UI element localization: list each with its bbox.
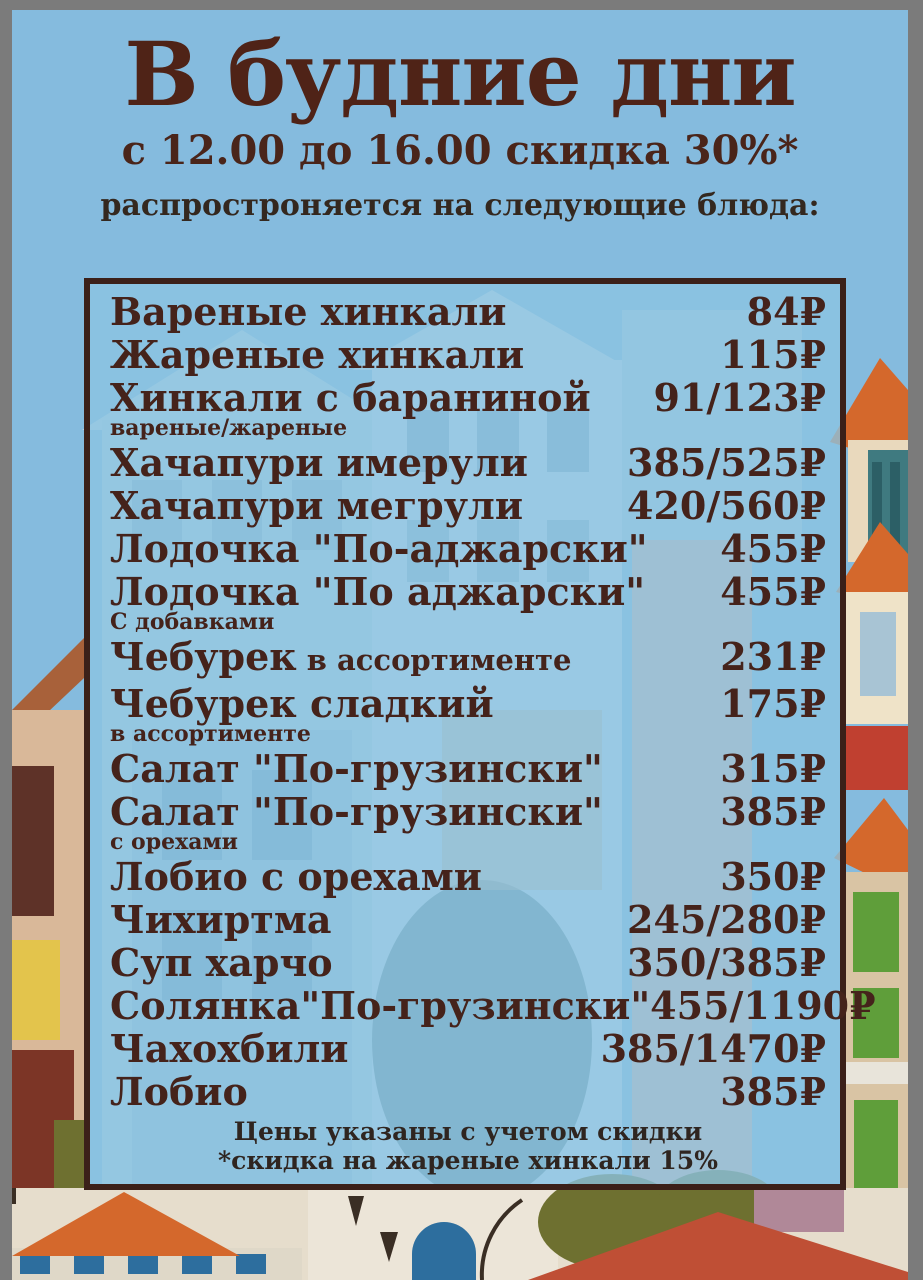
menu-item-name: Чихиртма — [110, 897, 332, 942]
menu-item-name: Лодочка "По аджарски" — [110, 569, 646, 614]
menu-item-name: Хачапури мегрули — [110, 483, 524, 528]
menu-item-price: 245/280₽ — [627, 897, 826, 942]
menu-item-price: 385₽ — [720, 789, 826, 834]
menu-item: Вареные хинкали 84₽ — [110, 290, 826, 333]
menu-item-note: в ассортименте — [110, 721, 311, 747]
menu-item: Хачапури мегрули 420/560₽ — [110, 484, 826, 527]
menu-item-name: Салат "По-грузински" — [110, 746, 603, 791]
menu-item-price: 455/1190₽ — [650, 983, 876, 1028]
menu-item-price: 350/385₽ — [627, 940, 826, 985]
menu-item-name: Лобио — [110, 1069, 248, 1114]
menu-item-name: Салат "По-грузински" — [110, 789, 603, 834]
menu-item-name: Хинкали с бараниной — [110, 375, 591, 420]
poster-title: В будние дни — [124, 22, 796, 126]
menu-item-price: 455₽ — [720, 526, 826, 571]
menu-item: Чихиртма 245/280₽ — [110, 898, 826, 941]
menu-item: Чахохбили 385/1470₽ — [110, 1027, 826, 1070]
menu-item-note: с орехами — [110, 829, 238, 855]
menu-item: Лодочка "По-аджарски" 455₽ — [110, 527, 826, 570]
footnote-prices-include-discount: Цены указаны с учетом скидки — [233, 1117, 703, 1146]
menu-item: Салат "По-грузински" 385₽ — [110, 790, 826, 833]
footnote-fried-khinkali-discount: *скидка на жареные хинкали 15% — [218, 1146, 718, 1175]
menu-item-price: 385₽ — [720, 1069, 826, 1114]
menu-item-price: 350₽ — [720, 854, 826, 899]
menu-item-name: Чебурек в ассортименте — [110, 634, 572, 679]
menu-item-name: Лодочка "По-аджарски" — [110, 526, 648, 571]
applies-to-note: распростроняется на следующие блюда: — [100, 188, 820, 224]
menu-item-price: 385/1470₽ — [600, 1026, 826, 1071]
menu-item-note: вареные/жареные — [110, 415, 348, 441]
menu-item-price: 385/525₽ — [627, 440, 826, 485]
menu-item: Чебурек сладкий 175₽ — [110, 682, 826, 725]
menu-item-name: Чахохбили — [110, 1026, 349, 1071]
menu-item-name: Суп харчо — [110, 940, 333, 985]
discount-hours: с 12.00 до 16.00 скидка 30%* — [121, 127, 799, 175]
menu-item-price: 84₽ — [746, 289, 826, 334]
menu-item-name-small: в ассортименте — [306, 643, 572, 677]
menu-item-price: 231₽ — [720, 634, 826, 679]
menu-item-price: 455₽ — [720, 569, 826, 614]
menu-item: Чебурек в ассортименте 231₽ — [110, 635, 826, 682]
menu-item-name: Лобио с орехами — [110, 854, 482, 899]
menu-item: Хачапури имерули 385/525₽ — [110, 441, 826, 484]
menu-item-name: Вареные хинкали — [110, 289, 507, 334]
menu-item: Салат "По-грузински" 315₽ — [110, 747, 826, 790]
menu-item: Солянка"По-грузински" 455/1190₽ — [110, 983, 876, 1028]
menu-item: Лобио с орехами 350₽ — [110, 855, 826, 898]
menu-item-name: Чебурек сладкий — [110, 681, 494, 726]
menu-item-note: С добавками — [110, 609, 275, 635]
menu-item-name: Солянка"По-грузински" — [110, 983, 651, 1028]
poster-paper: В будние дни с 12.00 до 16.00 скидка 30%… — [12, 10, 908, 1280]
menu-item-price: 315₽ — [720, 746, 826, 791]
menu-item-price: 115₽ — [720, 332, 826, 377]
menu-item-price: 175₽ — [720, 681, 826, 726]
menu-footer: Цены указаны с учетом скидки *скидка на … — [110, 1117, 826, 1175]
menu-item-name: Хачапури имерули — [110, 440, 528, 485]
left-edge-buildings — [12, 638, 84, 1280]
menu-item-price: 91/123₽ — [653, 375, 826, 420]
menu-item-price: 420/560₽ — [627, 483, 826, 528]
poster-header: В будние дни с 12.00 до 16.00 скидка 30%… — [12, 22, 908, 224]
menu-item: Жареные хинкали 115₽ — [110, 333, 826, 376]
menu-item-name: Жареные хинкали — [110, 332, 525, 377]
menu-item: Лобио 385₽ — [110, 1070, 826, 1113]
menu-item: Хинкали с бараниной 91/123₽ — [110, 376, 826, 419]
menu-item: Суп харчо 350/385₽ — [110, 941, 826, 984]
menu-item: Лодочка "По аджарски" 455₽ — [110, 570, 826, 613]
menu-box: Вареные хинкали 84₽ Жареные хинкали 115₽… — [84, 278, 876, 1190]
